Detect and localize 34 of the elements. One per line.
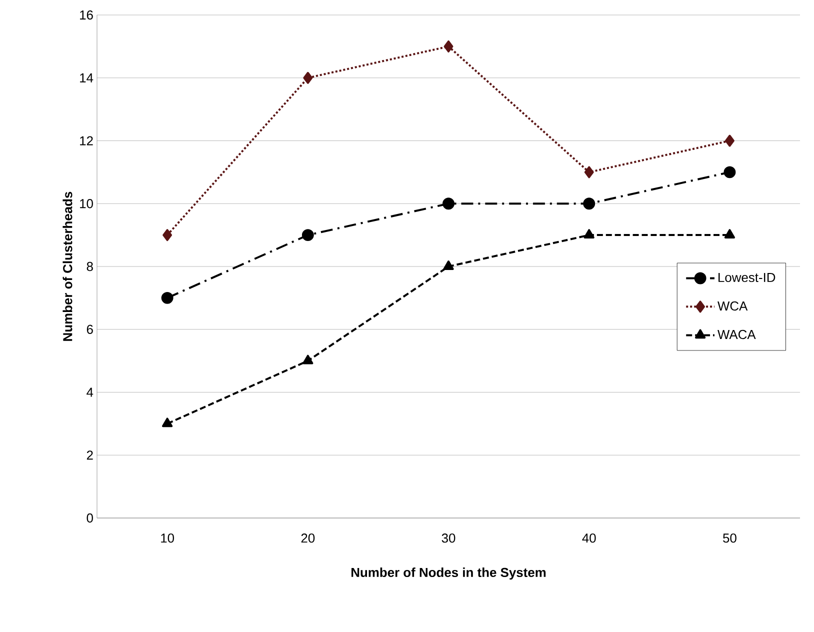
- legend-label: WACA: [718, 330, 756, 340]
- point: [303, 72, 313, 84]
- x-tick-label: 30: [442, 534, 456, 543]
- y-tick-label: 2: [86, 450, 93, 460]
- point: [302, 229, 314, 242]
- point: [584, 229, 594, 239]
- y-tick-label: 10: [80, 199, 93, 208]
- y-tick-label: 0: [86, 513, 93, 523]
- point: [443, 260, 454, 270]
- point: [583, 198, 596, 210]
- point: [162, 418, 173, 428]
- y-axis-title: Number of Clusterheads: [62, 192, 72, 341]
- point: [724, 229, 736, 239]
- point: [724, 134, 734, 147]
- y-tick-label: 4: [86, 388, 94, 397]
- point: [584, 166, 594, 178]
- x-axis-title: Number of Nodes in the System: [351, 568, 546, 580]
- point: [161, 292, 174, 304]
- legend-label: Lowest-ID: [718, 273, 776, 282]
- y-tick-label: 6: [86, 324, 93, 334]
- point: [162, 229, 172, 242]
- y-tick-label: 8: [86, 262, 93, 272]
- x-tick-label: 20: [301, 534, 315, 543]
- x-tick-label: 50: [723, 534, 736, 543]
- y-tick-label: 16: [80, 10, 93, 20]
- x-tick-label: 40: [582, 534, 596, 543]
- y-tick-label: 12: [80, 136, 93, 146]
- legend-label: WCA: [718, 301, 748, 311]
- point: [302, 354, 314, 364]
- x-tick-label: 10: [161, 534, 174, 543]
- y-tick-label: 14: [80, 73, 94, 82]
- point: [442, 198, 454, 210]
- point: [724, 166, 736, 178]
- point: [444, 40, 454, 52]
